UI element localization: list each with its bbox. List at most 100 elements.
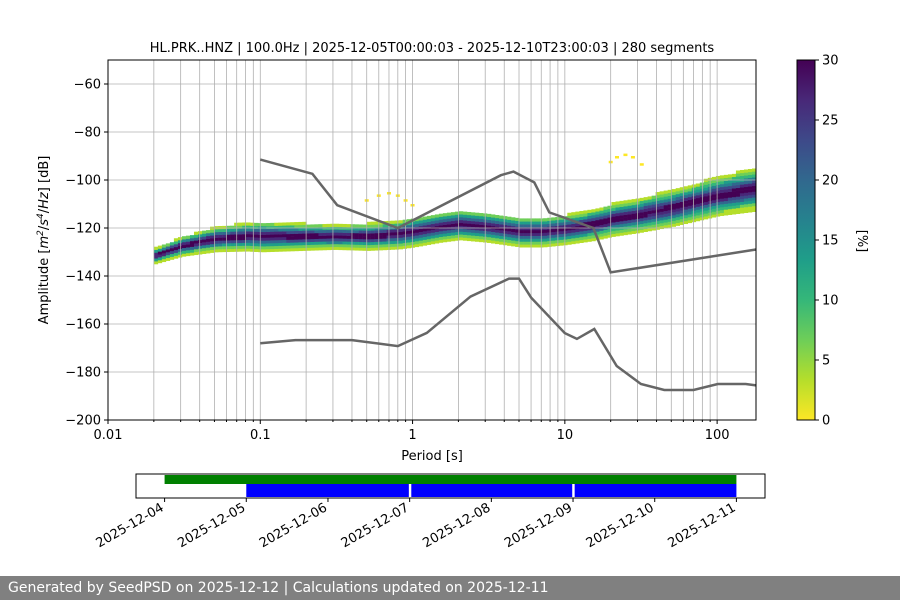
nhnm-line (259, 158, 757, 274)
heatmap-cell (639, 218, 644, 222)
heatmap-cell (683, 197, 689, 201)
colorbar-tick-label: 5 (822, 354, 830, 369)
heatmap-cell (671, 194, 677, 199)
timeline-availability-bar (164, 475, 737, 484)
heatmap-cell (543, 218, 548, 222)
heatmap-cell (206, 250, 211, 254)
heatmap-cell (242, 228, 247, 232)
heatmap-cell (487, 236, 492, 241)
heatmap-cell (310, 227, 315, 231)
heatmap-cell (663, 193, 668, 197)
heatmap-cell (595, 219, 600, 224)
heatmap-cell (438, 233, 444, 238)
heatmap-cell (406, 245, 412, 249)
heatmap-cell (234, 234, 239, 238)
heatmap-cell (418, 237, 424, 241)
x-tick-label: 0.1 (250, 428, 271, 443)
heatmap-cell (495, 238, 500, 242)
heatmap-cell (559, 219, 564, 223)
heatmap-cell (470, 238, 476, 242)
heatmap-cell (198, 242, 203, 246)
heatmap-cell (719, 186, 725, 191)
heatmap-cell (671, 217, 677, 222)
heatmap-cell (683, 203, 689, 207)
heatmap-cell (426, 218, 432, 222)
heatmap-cell (699, 208, 705, 212)
heatmap-cell (595, 208, 600, 212)
heatmap-cell (430, 229, 436, 233)
heatmap-cell (575, 228, 580, 233)
heatmap-cell (246, 236, 251, 241)
heatmap-cell (198, 239, 203, 243)
heatmap-cell (647, 210, 652, 214)
heatmap-cell (555, 228, 560, 232)
heatmap-cell (398, 223, 404, 227)
heatmap-cell (523, 221, 528, 225)
heatmap-cell (282, 239, 287, 243)
heatmap-cell (519, 218, 524, 222)
heatmap-cell (302, 247, 307, 251)
heatmap-cell (687, 194, 693, 198)
heatmap-cell (499, 227, 504, 231)
heatmap-cell (727, 197, 733, 201)
heatmap-cell (563, 242, 568, 246)
heatmap-cell (226, 234, 231, 238)
heatmap-cell (511, 240, 516, 244)
heatmap-cell (454, 237, 460, 241)
heatmap-cell (354, 247, 359, 251)
heatmap-cell (615, 201, 620, 205)
heatmap-cell (631, 213, 636, 217)
heatmap-cell (438, 216, 444, 220)
heatmap-cell (398, 246, 404, 250)
heatmap-cell (727, 185, 733, 190)
heatmap-cell (567, 227, 572, 231)
heatmap-cell (266, 248, 271, 253)
heatmap-cell (198, 245, 203, 249)
heatmap-cell (378, 229, 383, 234)
heatmap-cell (390, 237, 395, 242)
heatmap-cell (523, 232, 528, 236)
heatmap-cell (583, 213, 588, 217)
colorbar-tick-label: 30 (822, 54, 839, 69)
heatmap-cell (667, 207, 672, 211)
heatmap-cell (322, 232, 327, 236)
y-tick-label: −80 (74, 126, 101, 141)
heatmap-cell (370, 238, 375, 243)
x-axis-label: Period [s] (401, 449, 463, 464)
heatmap-cell (523, 241, 528, 245)
heatmap-cell (739, 187, 745, 191)
heatmap-cell (266, 231, 271, 235)
heatmap-cell (230, 234, 235, 238)
heatmap-cell (234, 225, 239, 229)
heatmap-cell (358, 230, 363, 234)
heatmap-cell (474, 227, 480, 231)
heatmap-cell (466, 211, 472, 216)
heatmap-cell (639, 220, 644, 225)
heatmap-cell (394, 234, 400, 239)
heatmap-cell (214, 240, 219, 244)
heatmap-cell (290, 239, 295, 243)
timeline-processed-bar (411, 484, 573, 497)
heatmap-cell (575, 240, 580, 244)
heatmap-cell (507, 236, 512, 241)
heatmap-cell (531, 221, 536, 225)
heatmap-cell (643, 208, 648, 212)
heatmap-cell (671, 215, 677, 219)
heatmap-cell (643, 202, 648, 207)
heatmap-cell (607, 208, 612, 212)
heatmap-cell (571, 229, 576, 233)
heatmap-cell (543, 229, 548, 233)
heatmap-cell (382, 241, 387, 245)
heatmap-cell (342, 232, 347, 236)
heatmap-cell (535, 235, 540, 239)
heatmap-cell (719, 192, 725, 196)
heatmap-cell (631, 207, 636, 211)
heatmap-cell (218, 228, 223, 233)
heatmap-cell (466, 220, 472, 224)
heatmap-cell (153, 252, 159, 256)
heatmap-cell (743, 172, 749, 176)
heatmap-cell (302, 224, 307, 228)
heatmap-cell (354, 244, 359, 248)
heatmap-cell (434, 240, 440, 244)
heatmap-cell (382, 232, 387, 236)
